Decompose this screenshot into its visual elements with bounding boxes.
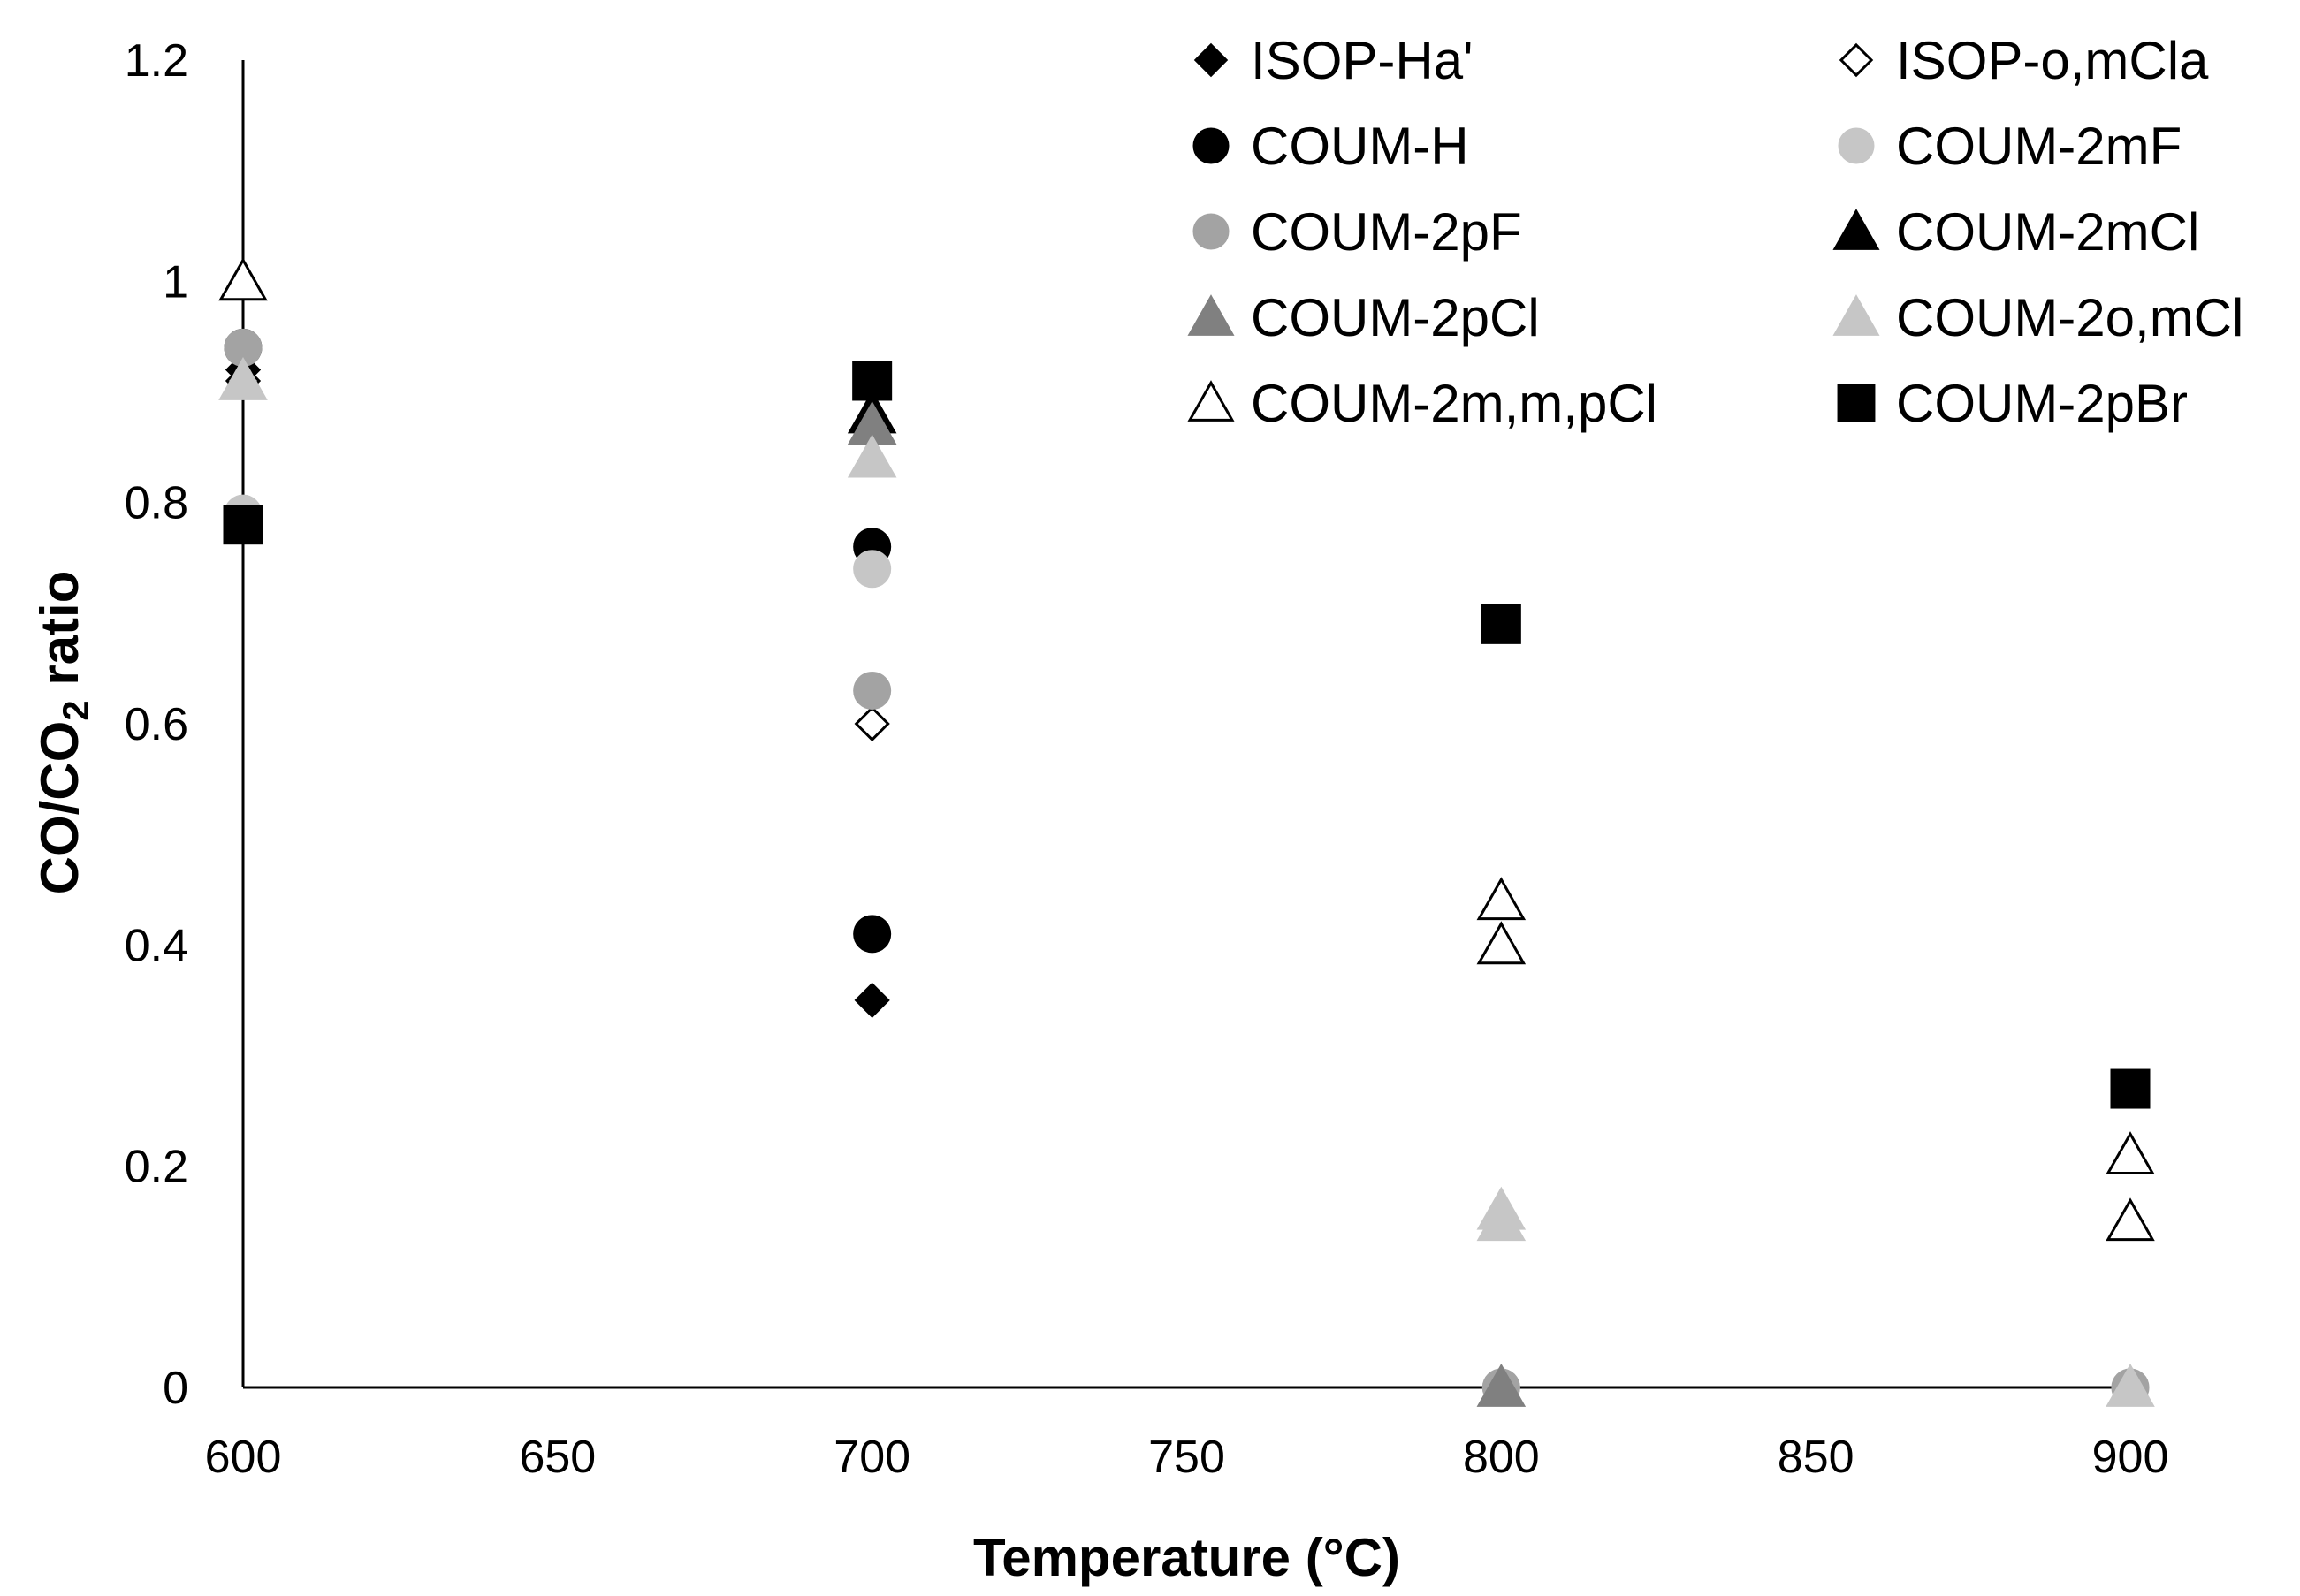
data-point: [1476, 1197, 1527, 1242]
legend-marker: [1192, 127, 1230, 164]
legend-marker: [1832, 209, 1880, 250]
data-point: [2106, 1363, 2155, 1407]
data-point: [218, 257, 268, 301]
legend: ISOP-Ha' ISOP-o,mCla COUM-H COUM-2mF COUM-2p…: [1187, 31, 2243, 433]
y-tick-label: 0.6: [125, 699, 188, 750]
legend-label: ISOP-Ha': [1251, 31, 1474, 90]
legend-marker: [1832, 294, 1880, 336]
y-tick-label: 0.2: [125, 1142, 188, 1193]
y-tick-label: 0: [163, 1363, 188, 1414]
data-point: [1476, 921, 1527, 965]
x-tick-labels: 600 650 700 750 800 850 900: [205, 1432, 2169, 1483]
data-point: [223, 505, 263, 545]
legend-item: COUM-2pBr: [1837, 374, 2188, 433]
legend-marker: [1192, 213, 1230, 250]
legend-marker: [1838, 127, 1875, 164]
legend-label: COUM-2pBr: [1896, 374, 2188, 433]
y-axis-title: CO/CO2 ratio: [30, 571, 96, 895]
legend-item: ISOP-o,mCla: [1839, 31, 2209, 90]
x-tick-label: 900: [2092, 1432, 2169, 1483]
data-point: [2110, 1068, 2151, 1109]
axes: 600 650 700 750 800 850 900 0 0.2 0.4 0.6 0.8 1 1.2: [125, 35, 2169, 1483]
legend-label: ISOP-o,mCla: [1896, 31, 2209, 90]
legend-label: COUM-2m,m,pCl: [1251, 374, 1657, 433]
data-point: [852, 361, 893, 401]
y-tick-label: 0.8: [125, 478, 188, 529]
legend-item: COUM-2pF: [1192, 202, 1522, 262]
legend-label: COUM-2mCl: [1896, 202, 2199, 262]
x-axis-title: Temperature (°C): [973, 1528, 1400, 1587]
y-axis-title-subscript: 2: [55, 700, 96, 720]
legend-item: COUM-2o,mCl: [1832, 288, 2243, 347]
legend-item: COUM-2m,m,pCl: [1187, 374, 1657, 433]
legend-marker: [1187, 380, 1235, 422]
data-point: [2106, 1131, 2155, 1175]
data-point: [2106, 1197, 2155, 1242]
legend-item: COUM-H: [1192, 117, 1469, 176]
x-tick-label: 600: [205, 1432, 282, 1483]
data-point: [853, 671, 892, 710]
legend-label: COUM-2pCl: [1251, 288, 1540, 347]
data-point: [1476, 1363, 1527, 1407]
legend-label: COUM-2pF: [1251, 202, 1522, 262]
x-tick-label: 650: [519, 1432, 596, 1483]
data-point: [854, 705, 890, 742]
legend-marker: [1187, 294, 1235, 336]
data-points: [218, 257, 2155, 1407]
legend-item: ISOP-Ha': [1193, 31, 1474, 90]
legend-item: COUM-2mCl: [1832, 202, 2199, 262]
data-point: [853, 550, 892, 589]
data-point: [1481, 604, 1521, 644]
x-tick-label: 700: [834, 1432, 910, 1483]
legend-label: COUM-H: [1251, 117, 1469, 176]
data-point: [218, 356, 268, 400]
x-tick-label: 750: [1148, 1432, 1225, 1483]
legend-item: COUM-2mF: [1838, 117, 2182, 176]
data-point: [853, 915, 892, 954]
legend-item: COUM-2pCl: [1187, 288, 1540, 347]
y-axis-title-rest: ratio: [30, 571, 89, 701]
y-tick-label: 1: [163, 256, 188, 308]
legend-label: COUM-2mF: [1896, 117, 2182, 176]
legend-label: COUM-2o,mCl: [1896, 288, 2243, 347]
legend-marker: [1837, 384, 1876, 422]
y-tick-labels: 0 0.2 0.4 0.6 0.8 1 1.2: [125, 35, 188, 1414]
data-point: [1476, 877, 1527, 921]
legend-marker: [1193, 42, 1229, 78]
x-tick-label: 800: [1463, 1432, 1540, 1483]
legend-marker: [1839, 42, 1874, 78]
y-tick-label: 1.2: [125, 35, 188, 87]
y-axis-title-main: CO/CO: [30, 721, 89, 895]
data-point: [854, 982, 890, 1019]
x-tick-label: 850: [1778, 1432, 1854, 1483]
y-tick-label: 0.4: [125, 920, 188, 971]
data-point: [847, 434, 897, 478]
